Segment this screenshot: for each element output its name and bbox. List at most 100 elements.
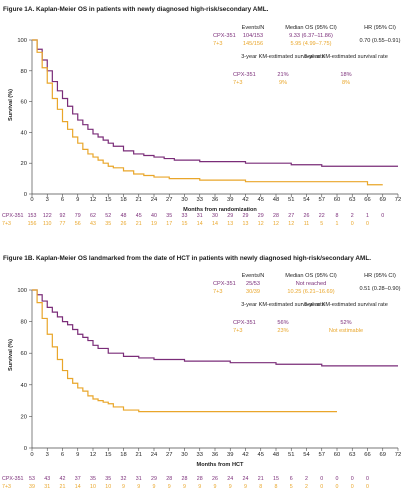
risk-count: 21 [136, 221, 142, 227]
risk-count: 40 [151, 213, 157, 219]
x-tick-label: 57 [319, 197, 325, 203]
x-tick-label: 21 [136, 197, 142, 203]
row-median-cpx: Not reached [296, 281, 326, 287]
x-tick-label: 36 [212, 197, 218, 203]
risk-count: 13 [243, 221, 249, 227]
risk-count: 15 [273, 476, 279, 482]
risk-count: 28 [182, 476, 188, 482]
risk-count: 32 [121, 476, 127, 482]
rate-5yr-cpx: 18% [340, 72, 351, 78]
x-tick-label: 21 [136, 452, 142, 458]
risk-count: 13 [227, 221, 233, 227]
x-tick-label: 30 [181, 197, 187, 203]
risk-count: 43 [90, 221, 96, 227]
risk-count: 0 [320, 484, 323, 490]
rate-5yr-ref: 8% [342, 80, 350, 86]
risk-count: 35 [90, 476, 96, 482]
x-tick-label: 3 [46, 197, 49, 203]
x-tick-label: 45 [258, 452, 264, 458]
x-tick-label: 72 [395, 452, 401, 458]
risk-count: 0 [381, 213, 384, 219]
risk-count: 29 [258, 213, 264, 219]
risk-count: 14 [197, 221, 203, 227]
figure-1a-title: Figure 1A. Kaplan-Meier OS in patients w… [3, 6, 269, 13]
risk-count: 14 [212, 221, 218, 227]
row-median-cpx: 9.33 (6.37–11.86) [289, 33, 333, 39]
risk-count: 35 [105, 221, 111, 227]
risk-count: 35 [105, 476, 111, 482]
risk-count: 9 [229, 484, 232, 490]
x-tick-label: 39 [227, 452, 233, 458]
x-tick-label: 15 [105, 452, 111, 458]
risk-count: 8 [259, 484, 262, 490]
risk-count: 11 [304, 221, 310, 227]
x-tick-label: 60 [334, 197, 340, 203]
x-tick-label: 63 [349, 197, 355, 203]
risk-row-label: CPX-351 [2, 213, 24, 219]
x-tick-label: 45 [258, 197, 264, 203]
series-line-7plus3 [32, 39, 383, 186]
rate-3yr-ref: 23% [277, 328, 288, 334]
rate-5yr-ref: Not estimable [329, 328, 363, 334]
header-5yr-text: 5-year KM-estimated survival rate [304, 54, 388, 60]
x-tick-label: 48 [273, 452, 279, 458]
risk-count: 9 [153, 484, 156, 490]
risk-count: 153 [28, 213, 37, 219]
header-events: Events/N [242, 25, 265, 31]
risk-count: 62 [90, 213, 96, 219]
risk-count: 5 [320, 221, 323, 227]
x-tick-label: 51 [288, 452, 294, 458]
risk-count: 9 [122, 484, 125, 490]
risk-count: 2 [305, 484, 308, 490]
x-tick-label: 15 [105, 197, 111, 203]
header-median: Median OS (95% CI) [285, 273, 337, 279]
x-tick-label: 66 [364, 452, 370, 458]
row-events-ref: 30/39 [246, 289, 260, 295]
risk-count: 29 [227, 213, 233, 219]
rate-group-cpx: CPX-351 [233, 72, 256, 78]
risk-count: 48 [121, 213, 127, 219]
risk-count: 0 [366, 484, 369, 490]
x-tick-label: 24 [151, 452, 158, 458]
x-tick-label: 39 [227, 197, 233, 203]
risk-count: 31 [44, 484, 50, 490]
risk-count: 28 [197, 476, 203, 482]
risk-count: 2 [351, 213, 354, 219]
risk-count: 77 [60, 221, 66, 227]
risk-count: 22 [319, 213, 325, 219]
risk-count: 1 [366, 213, 369, 219]
risk-count: 9 [214, 484, 217, 490]
risk-count: 0 [351, 221, 354, 227]
risk-count: 15 [182, 221, 188, 227]
risk-count: 12 [258, 221, 264, 227]
risk-count: 39 [29, 484, 35, 490]
y-tick-label: 20 [21, 414, 27, 420]
x-tick-label: 27 [166, 452, 172, 458]
risk-count: 29 [151, 476, 157, 482]
risk-count: 17 [166, 221, 172, 227]
risk-count: 52 [105, 213, 111, 219]
rate-5yr-cpx: 52% [340, 320, 351, 326]
x-tick-label: 12 [90, 452, 96, 458]
risk-count: 8 [336, 213, 339, 219]
y-tick-label: 100 [17, 38, 27, 44]
risk-count: 9 [137, 484, 140, 490]
x-tick-label: 6 [61, 197, 64, 203]
risk-count: 24 [227, 476, 233, 482]
y-tick-label: 80 [21, 69, 27, 75]
y-tick-label: 20 [21, 161, 27, 167]
header-3yr-text: 3-year KM-estimated survival rate [241, 54, 325, 60]
figure-1b-title: Figure 1B. Kaplan-Meier OS landmarked fr… [3, 255, 371, 262]
x-tick-label: 51 [288, 197, 294, 203]
x-tick-label: 18 [120, 197, 126, 203]
risk-count: 9 [168, 484, 171, 490]
y-tick-label: 40 [21, 130, 27, 136]
risk-row-label: 7+3 [2, 221, 11, 227]
risk-count: 29 [243, 213, 249, 219]
risk-count: 28 [273, 213, 279, 219]
header-5yr: 5-year KM-estimated survival rate [304, 302, 388, 308]
x-tick-label: 66 [364, 197, 370, 203]
risk-count: 110 [43, 221, 51, 227]
y-tick-label: 0 [24, 446, 27, 452]
row-median-ref: 5.95 (4.99–7.75) [290, 41, 331, 47]
